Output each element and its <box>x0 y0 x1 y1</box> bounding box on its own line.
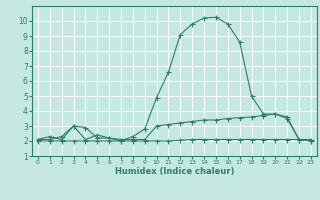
X-axis label: Humidex (Indice chaleur): Humidex (Indice chaleur) <box>115 167 234 176</box>
